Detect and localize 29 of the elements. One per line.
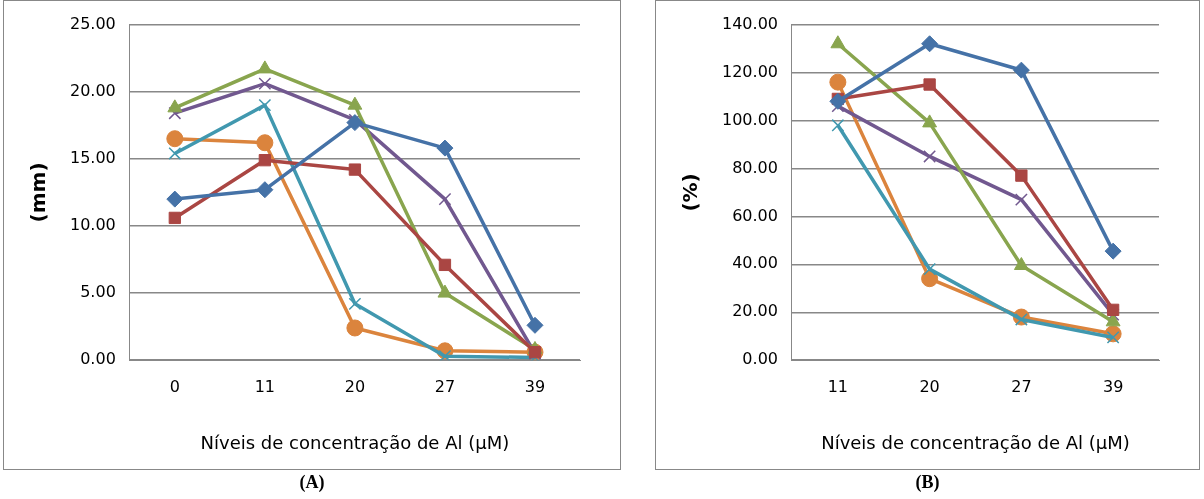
y-tick-label: 25.00 xyxy=(69,13,116,33)
x-tick-label: 39 xyxy=(1102,376,1124,396)
y-tick-label: 10.00 xyxy=(69,215,116,235)
x-tick-label: 11 xyxy=(254,376,276,396)
x-tick-label: 27 xyxy=(1011,376,1032,396)
y-tick-label: 15.00 xyxy=(69,148,116,167)
text: (B) xyxy=(914,472,941,493)
y-tick-label: 5.00 xyxy=(80,282,116,302)
y-tick-label: 100.00 xyxy=(722,109,778,129)
y-tick-label: 20.00 xyxy=(732,301,778,321)
y-tick-label: 0.00 xyxy=(80,349,116,369)
y-axis-title: (%) xyxy=(678,173,703,212)
y-tick-label: 20.00 xyxy=(69,80,116,100)
x-tick-label: 27 xyxy=(434,376,456,396)
y-tick-label: 80.00 xyxy=(732,157,778,177)
x-tick-label: 0 xyxy=(169,376,180,396)
y-tick-label: 140.00 xyxy=(722,13,778,33)
x-axis-title: Níveis de concentração de Al (µM) xyxy=(200,431,510,453)
y-tick-label: 120.00 xyxy=(722,61,778,81)
x-axis-title: Níveis de concentração de Al (µM) xyxy=(821,431,1130,453)
x-tick-label: 20 xyxy=(919,376,940,396)
x-tick-label: 39 xyxy=(524,376,546,396)
y-axis-title: (mm) xyxy=(26,162,51,223)
y-tick-label: 0.00 xyxy=(742,349,778,369)
text: (A) xyxy=(298,472,326,493)
x-tick-label: 11 xyxy=(827,376,849,396)
y-tick-label: 60.00 xyxy=(732,205,778,225)
y-tick-label: 40.00 xyxy=(732,253,778,273)
x-tick-label: 20 xyxy=(344,376,366,396)
